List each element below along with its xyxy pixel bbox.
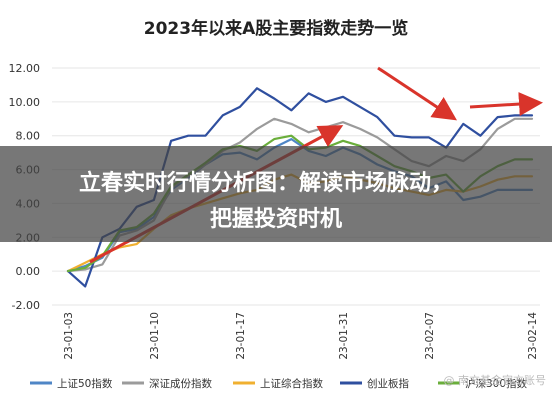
legend-label: 沪深300指数 <box>465 377 528 390</box>
y-tick-label: 0.00 <box>16 265 41 278</box>
banner-background <box>0 146 552 242</box>
legend-label: 上证综合指数 <box>260 377 323 390</box>
y-tick-label: -2.00 <box>12 299 40 312</box>
legend-label: 创业板指 <box>367 377 409 390</box>
legend: 上证50指数 深证成份指数 上证综合指数 创业板指 沪深300指数 <box>30 377 528 390</box>
banner-text-line-1: 立春实时行情分析图：解读市场脉动， <box>79 170 453 196</box>
overlay-banner: 立春实时行情分析图：解读市场脉动， 把握投资时机 <box>0 146 552 242</box>
y-tick-label: 8.00 <box>16 130 41 143</box>
x-tick-label: 23-02-07 <box>424 312 436 360</box>
x-tick-label: 23-02-14 <box>527 312 539 360</box>
legend-label: 上证50指数 <box>57 377 113 390</box>
legend-label: 深证成份指数 <box>149 377 212 390</box>
annotation-arrow <box>469 92 543 117</box>
x-tick-label: 23-01-10 <box>149 312 161 360</box>
x-tick-label: 23-01-31 <box>338 312 350 360</box>
x-tick-label: 23-01-17 <box>235 312 247 360</box>
watermark: @ 南方基金官方账号 <box>444 373 547 387</box>
banner-text-line-2: 把握投资时机 <box>210 206 342 232</box>
x-tick-label: 23-01-03 <box>63 312 75 360</box>
annotation-arrow <box>377 66 458 121</box>
chart-title: 2023年以来A股主要指数走势一览 <box>144 18 408 39</box>
y-tick-label: 10.00 <box>9 96 41 109</box>
y-tick-label: 12.00 <box>9 62 41 75</box>
